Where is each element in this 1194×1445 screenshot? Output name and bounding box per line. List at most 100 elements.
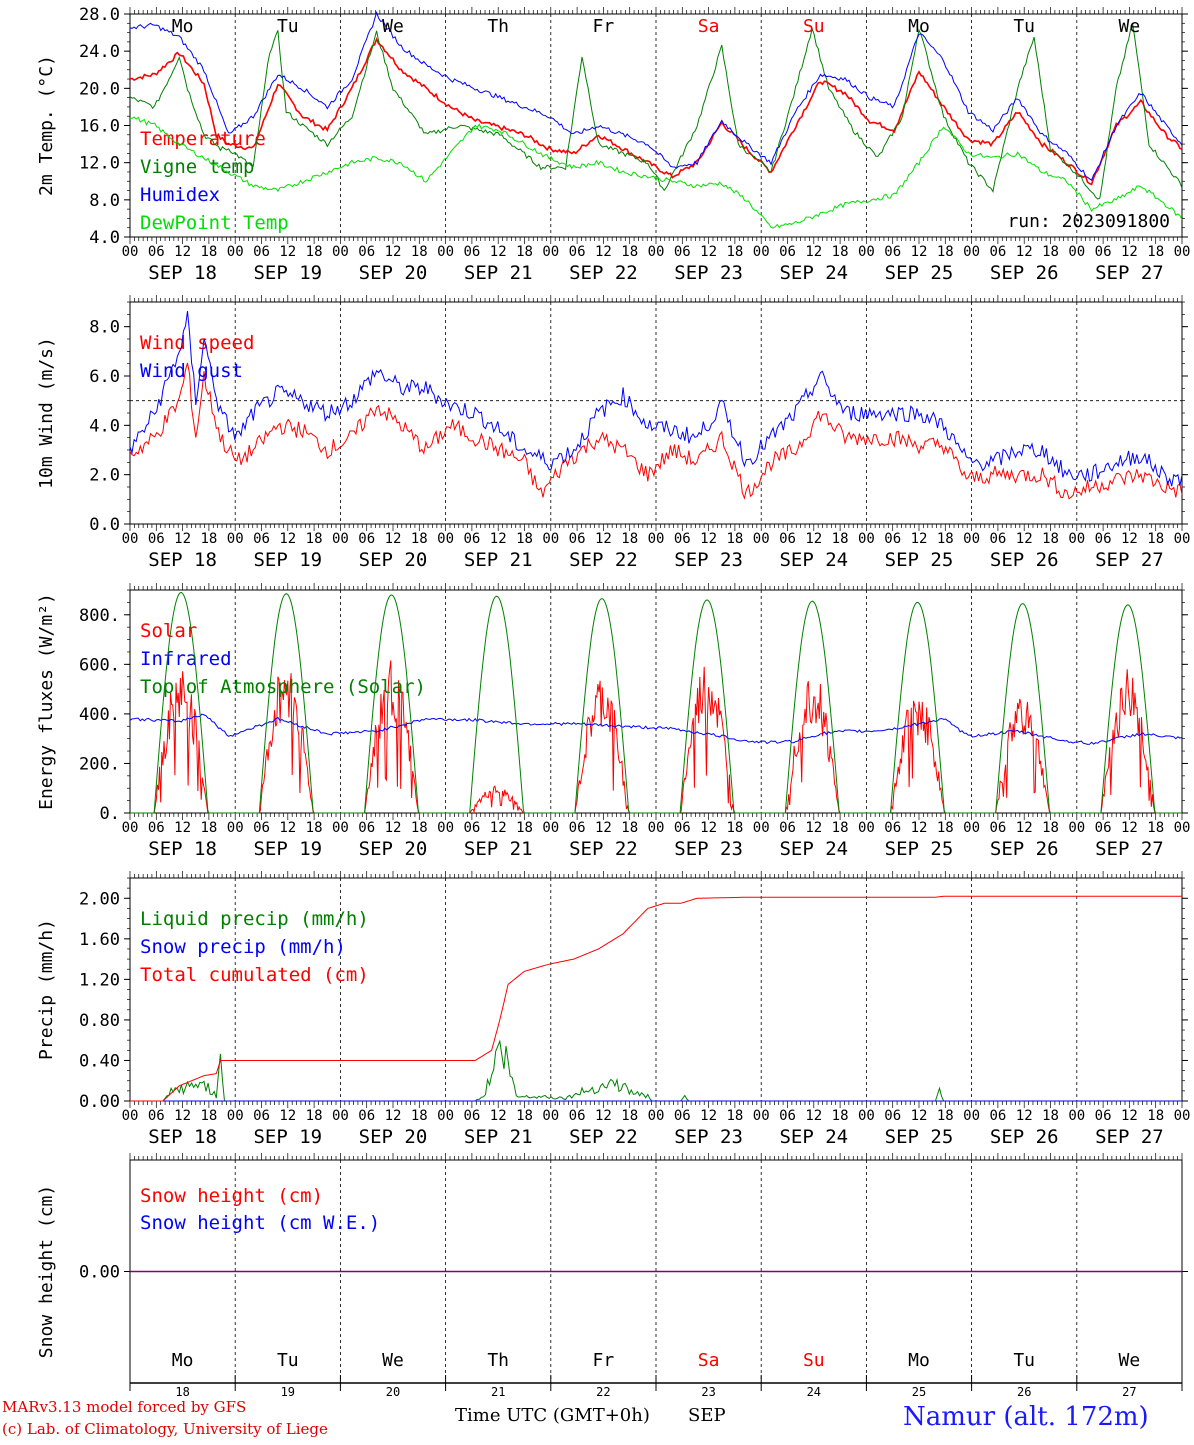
- hour-label: 00: [227, 1108, 244, 1124]
- y-axis-label: 10m Wind (m/s): [36, 337, 57, 489]
- date-label: SEP 18: [148, 262, 217, 284]
- y-tick-label: 2.00: [79, 889, 120, 909]
- hour-label: 06: [779, 244, 796, 260]
- hour-label: 12: [805, 820, 822, 836]
- day-number-label: 22: [596, 1385, 610, 1399]
- day-of-week-label: Fr: [593, 1350, 615, 1371]
- legend-label: Snow precip (mm/h): [140, 936, 346, 958]
- hour-label: 00: [227, 531, 244, 547]
- hour-label: 18: [411, 244, 428, 260]
- hour-label: 18: [306, 1108, 323, 1124]
- hour-label: 00: [1068, 1108, 1085, 1124]
- hour-label: 00: [122, 1108, 139, 1124]
- y-tick-label: 1.60: [79, 930, 120, 950]
- hour-label: 12: [805, 531, 822, 547]
- hour-label: 12: [805, 244, 822, 260]
- hour-label: 00: [1174, 820, 1191, 836]
- date-label: SEP 18: [148, 549, 217, 571]
- day-number-label: 26: [1017, 1385, 1031, 1399]
- hour-label: 12: [385, 244, 402, 260]
- hour-label: 12: [1016, 820, 1033, 836]
- hour-label: 06: [253, 244, 270, 260]
- hour-label: 00: [437, 1108, 454, 1124]
- hour-label: 00: [648, 244, 665, 260]
- day-of-week-label: Sa: [698, 1350, 720, 1371]
- day-of-week-label: Tu: [277, 16, 299, 37]
- legend-label: Wind gust: [140, 360, 243, 382]
- hour-label: 12: [385, 531, 402, 547]
- hour-label: 12: [700, 244, 717, 260]
- day-of-week-label: Mo: [908, 1350, 930, 1371]
- date-label: SEP 25: [885, 1126, 954, 1148]
- panel-precip: 0.00 0.40 0.80 1.20 1.60 2.00 Precip (mm/h) 00 0…: [36, 871, 1190, 1148]
- panel-wind: 0.0 2.0 4.0 6.0 8.0 10m Wind (m/s) 00 06 12 18 SEP…: [36, 295, 1190, 571]
- hour-label: 00: [858, 820, 875, 836]
- hour-label: 00: [858, 531, 875, 547]
- hour-label: 12: [700, 531, 717, 547]
- hour-label: 18: [200, 820, 217, 836]
- y-tick-label: 1.20: [79, 970, 120, 990]
- date-label: SEP 21: [464, 838, 533, 860]
- hour-label: 06: [674, 820, 691, 836]
- hour-label: 18: [621, 820, 638, 836]
- y-tick-label: 4.0: [89, 228, 120, 248]
- panel-frame: [129, 589, 1183, 814]
- day-of-week-label: Tu: [277, 1350, 299, 1371]
- hour-label: 18: [621, 244, 638, 260]
- day-of-week-label: Sa: [698, 16, 720, 37]
- hour-label: 18: [1042, 1108, 1059, 1124]
- hour-label: 06: [884, 1108, 901, 1124]
- hour-label: 18: [937, 1108, 954, 1124]
- hour-label: 18: [1147, 1108, 1164, 1124]
- date-label: SEP 27: [1095, 1126, 1164, 1148]
- hour-label: 06: [884, 820, 901, 836]
- hour-label: 12: [385, 1108, 402, 1124]
- hour-label: 18: [411, 820, 428, 836]
- hour-label: 18: [306, 531, 323, 547]
- hour-label: 00: [753, 531, 770, 547]
- hour-label: 12: [911, 1108, 928, 1124]
- date-label: SEP 22: [569, 549, 638, 571]
- hour-label: 06: [989, 531, 1006, 547]
- hour-label: 18: [1042, 244, 1059, 260]
- hour-label: 00: [437, 820, 454, 836]
- date-label: SEP 25: [885, 838, 954, 860]
- hour-label: 00: [227, 820, 244, 836]
- hour-label: 00: [1174, 531, 1191, 547]
- date-label: SEP 23: [674, 262, 743, 284]
- hour-label: 06: [358, 531, 375, 547]
- hour-label: 00: [122, 244, 139, 260]
- hour-label: 18: [832, 820, 849, 836]
- date-label: SEP 21: [464, 549, 533, 571]
- hour-label: 06: [148, 820, 165, 836]
- day-of-week-label: We: [1119, 16, 1141, 37]
- hour-label: 06: [989, 1108, 1006, 1124]
- hour-label: 00: [648, 531, 665, 547]
- hour-label: 00: [1068, 531, 1085, 547]
- hour-label: 00: [963, 531, 980, 547]
- station-label: Namur (alt. 172m): [903, 1402, 1149, 1432]
- legend-label: Temperature: [140, 128, 266, 150]
- y-tick-label: 0.80: [79, 1011, 120, 1031]
- hour-label: 00: [437, 244, 454, 260]
- hour-label: 18: [200, 1108, 217, 1124]
- y-tick-label: 16.0: [79, 117, 120, 137]
- hour-label: 18: [832, 1108, 849, 1124]
- date-label: SEP 23: [674, 838, 743, 860]
- hour-label: 06: [1095, 244, 1112, 260]
- hour-label: 12: [1121, 244, 1138, 260]
- y-tick-label: 6.0: [89, 367, 120, 387]
- day-of-week-label: We: [1119, 1350, 1141, 1371]
- hour-label: 12: [490, 1108, 507, 1124]
- hour-label: 00: [963, 244, 980, 260]
- y-tick-label: 8.0: [89, 191, 120, 211]
- hour-label: 12: [279, 820, 296, 836]
- date-label: SEP 19: [253, 1126, 322, 1148]
- legend-label: Top of Atmosphere (Solar): [140, 676, 426, 698]
- y-axis-label: Energy fluxes (W/m²): [36, 593, 57, 810]
- hour-label: 06: [779, 531, 796, 547]
- hour-label: 18: [516, 820, 533, 836]
- date-label: SEP 22: [569, 1126, 638, 1148]
- hour-label: 18: [1147, 531, 1164, 547]
